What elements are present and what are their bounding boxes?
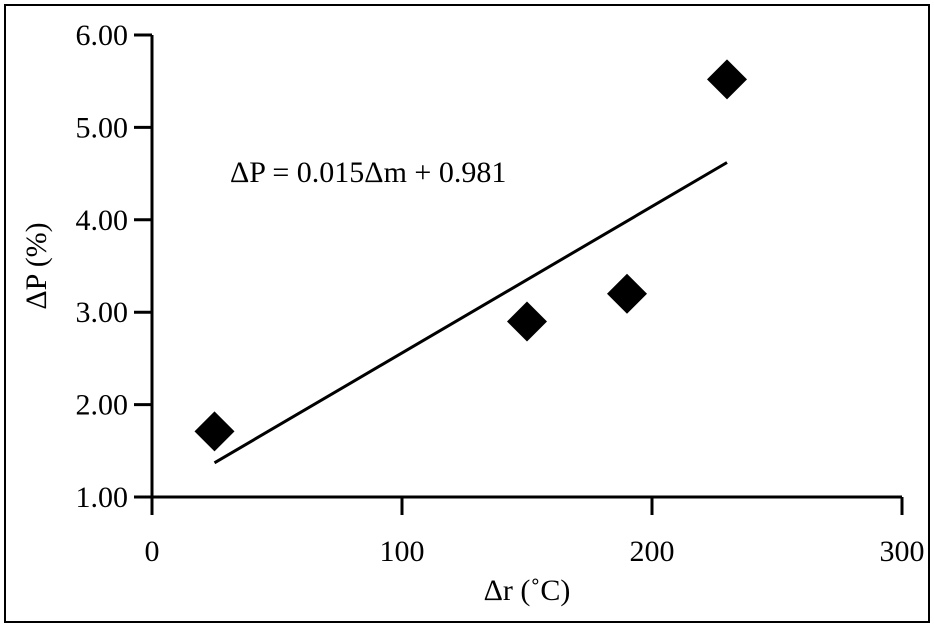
data-point-diamond <box>194 411 235 452</box>
y-tick-label: 4.00 <box>76 204 129 237</box>
x-tick-label: 0 <box>145 535 160 568</box>
x-tick-label: 200 <box>630 535 675 568</box>
y-axis-label: ΔP (%) <box>20 222 53 309</box>
x-tick-label: 100 <box>380 535 425 568</box>
trend-line <box>213 161 728 465</box>
y-tick-label: 2.00 <box>76 389 129 422</box>
y-tick-label: 5.00 <box>76 111 129 144</box>
y-tick-label: 6.00 <box>76 19 129 52</box>
frame-border <box>4 4 930 623</box>
x-tick-label: 300 <box>880 535 925 568</box>
equation-annotation: ΔP = 0.015Δm + 0.981 <box>230 156 506 189</box>
data-point-diamond <box>707 59 747 100</box>
data-point-diamond <box>507 301 547 342</box>
y-tick-label: 3.00 <box>76 296 129 329</box>
y-tick-label: 1.00 <box>76 481 129 514</box>
data-point-diamond <box>607 273 647 314</box>
x-axis-label: Δr (˚C) <box>484 574 571 607</box>
